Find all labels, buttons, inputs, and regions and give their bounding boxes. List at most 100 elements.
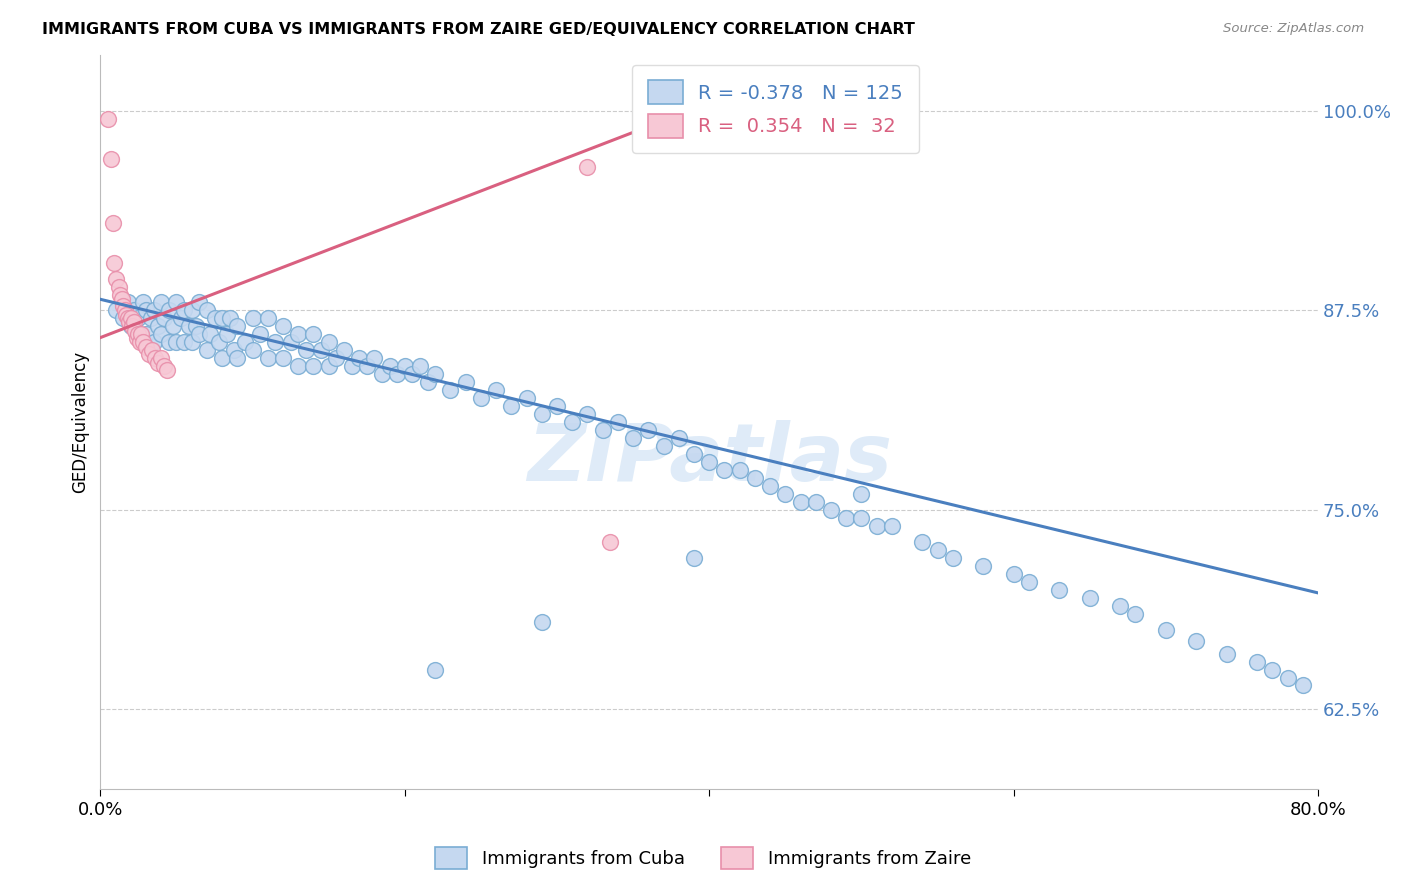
Point [256, 351, 278, 366]
Point [385, 368, 408, 382]
Point [188, 295, 211, 310]
Point [208, 335, 231, 350]
Point [115, 308, 138, 322]
Point [117, 295, 139, 310]
Point [127, 327, 149, 342]
Point [188, 327, 211, 342]
Point [173, 303, 195, 318]
Point [226, 351, 249, 366]
Point [211, 351, 233, 366]
Point [127, 327, 149, 342]
Point [177, 319, 200, 334]
Point [683, 550, 706, 565]
Point [150, 327, 173, 342]
Point [576, 407, 599, 421]
Point [416, 376, 439, 390]
Point [485, 384, 508, 398]
Point [347, 351, 370, 366]
Point [224, 343, 246, 358]
Point [942, 550, 965, 565]
Point [759, 479, 782, 493]
Point [100, 152, 122, 166]
Point [439, 384, 461, 398]
Point [851, 487, 873, 501]
Point [1125, 607, 1147, 621]
Point [683, 447, 706, 461]
Point [218, 311, 240, 326]
Point [1018, 574, 1040, 589]
Point [166, 335, 188, 350]
Point [242, 343, 264, 358]
Point [157, 303, 180, 318]
Point [104, 303, 127, 318]
Point [104, 271, 127, 285]
Point [309, 343, 332, 358]
Point [111, 293, 134, 307]
Point [425, 663, 447, 677]
Point [120, 311, 142, 326]
Point [162, 319, 184, 334]
Point [148, 356, 170, 370]
Point [215, 327, 238, 342]
Point [637, 423, 659, 437]
Point [668, 431, 690, 445]
Legend: R = -0.378   N = 125, R =  0.354   N =  32: R = -0.378 N = 125, R = 0.354 N = 32 [633, 65, 918, 153]
Point [425, 368, 447, 382]
Point [927, 542, 949, 557]
Point [394, 359, 416, 374]
Point [530, 615, 553, 629]
Point [789, 495, 811, 509]
Point [153, 311, 176, 326]
Text: Source: ZipAtlas.com: Source: ZipAtlas.com [1223, 22, 1364, 36]
Point [880, 519, 903, 533]
Point [363, 351, 385, 366]
Point [166, 295, 188, 310]
Point [180, 335, 202, 350]
Point [112, 311, 135, 326]
Point [318, 335, 340, 350]
Point [148, 319, 170, 334]
Point [103, 255, 125, 269]
Point [122, 303, 145, 318]
Point [120, 319, 142, 334]
Point [835, 511, 858, 525]
Point [1185, 633, 1208, 648]
Point [173, 335, 195, 350]
Point [1216, 647, 1239, 661]
Point [233, 335, 256, 350]
Point [606, 415, 628, 429]
Point [112, 299, 135, 313]
Point [713, 463, 735, 477]
Point [143, 351, 166, 366]
Point [1261, 663, 1284, 677]
Point [101, 216, 124, 230]
Point [127, 311, 149, 326]
Point [118, 315, 141, 329]
Point [501, 399, 523, 413]
Point [132, 335, 155, 350]
Point [592, 423, 614, 437]
Point [139, 311, 162, 326]
Point [135, 327, 157, 342]
Point [108, 287, 131, 301]
Point [242, 311, 264, 326]
Point [1002, 566, 1025, 581]
Text: ZIPatlas: ZIPatlas [527, 420, 891, 498]
Point [271, 351, 294, 366]
Point [135, 340, 157, 354]
Point [470, 391, 492, 405]
Point [186, 319, 208, 334]
Point [599, 534, 621, 549]
Point [135, 303, 157, 318]
Point [621, 431, 644, 445]
Point [516, 391, 538, 405]
Point [122, 315, 145, 329]
Y-axis label: GED/Equivalency: GED/Equivalency [72, 351, 89, 493]
Point [198, 327, 221, 342]
Point [652, 439, 675, 453]
Point [132, 295, 155, 310]
Point [195, 343, 218, 358]
Point [775, 487, 797, 501]
Point [866, 519, 889, 533]
Point [697, 455, 720, 469]
